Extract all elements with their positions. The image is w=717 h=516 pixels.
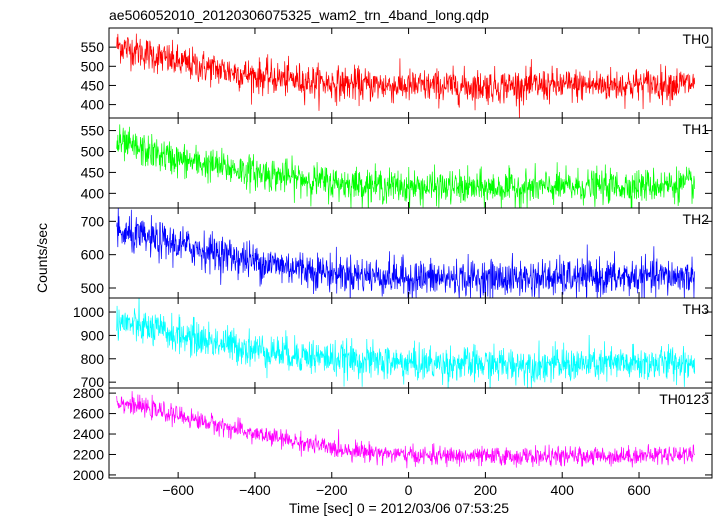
x-tick-label: 0 xyxy=(405,482,413,498)
chart-title: ae506052010_20120306075325_wam2_trn_4ban… xyxy=(109,7,489,23)
series-line-th1 xyxy=(116,124,696,208)
x-tick-label: −600 xyxy=(162,482,194,498)
x-tick-label: −200 xyxy=(316,482,348,498)
y-tick-label: 700 xyxy=(81,213,105,229)
y-tick-label: 2000 xyxy=(73,467,104,483)
panel-frame xyxy=(108,27,713,119)
y-tick-label: 550 xyxy=(81,39,105,55)
panel-th0123: 2000 2200 2400 2600 2800 TH0123 xyxy=(73,385,713,483)
x-tick-label: −400 xyxy=(239,482,271,498)
x-axis-label: Time [sec] 0 = 2012/03/06 07:53:25 xyxy=(289,500,509,516)
series-line-th3 xyxy=(116,298,696,388)
panel-label-th0123: TH0123 xyxy=(659,391,709,407)
y-tick-label: 400 xyxy=(81,97,105,113)
series-line-th2 xyxy=(116,208,696,298)
y-tick-label: 800 xyxy=(81,351,105,367)
panel-label-th1: TH1 xyxy=(683,121,710,137)
y-tick-label: 1000 xyxy=(73,304,104,320)
y-tick-label: 400 xyxy=(81,185,105,201)
panel-th3: 700 800 900 1000 TH3 xyxy=(73,297,713,390)
panel-label-th2: TH2 xyxy=(683,211,710,227)
x-tick-label: 200 xyxy=(474,482,498,498)
y-tick-label: 2200 xyxy=(73,446,104,462)
x-tick-label: 400 xyxy=(551,482,575,498)
y-tick-label: 500 xyxy=(81,143,105,159)
panel-label-th3: TH3 xyxy=(683,301,710,317)
y-tick-label: 450 xyxy=(81,77,105,93)
panel-th0: 400 450 500 550 TH0 xyxy=(81,27,713,119)
y-tick-label: 450 xyxy=(81,164,105,180)
y-tick-label: 500 xyxy=(81,280,105,296)
series-line-th0 xyxy=(116,33,696,118)
y-tick-label: 700 xyxy=(81,374,105,390)
panel-th2: 500 600 700 TH2 xyxy=(81,207,713,299)
y-tick-label: 900 xyxy=(81,327,105,343)
y-tick-label: 2400 xyxy=(73,426,104,442)
x-tick-label: 600 xyxy=(627,482,651,498)
y-tick-label: 550 xyxy=(81,123,105,139)
panel-frame xyxy=(108,387,713,479)
panel-label-th0: TH0 xyxy=(683,31,710,47)
panel-th1: 400 450 500 550 TH1 xyxy=(81,117,713,209)
series-line-th0123 xyxy=(116,391,696,469)
y-tick-label: 600 xyxy=(81,247,105,263)
y-tick-label: 2800 xyxy=(73,385,104,401)
panels-group: 400 450 500 550 TH0 400 450 500 550 TH1 500 600 700 T… xyxy=(73,27,713,498)
y-tick-label: 500 xyxy=(81,58,105,74)
y-tick-label: 2600 xyxy=(73,406,104,422)
y-axis-label: Counts/sec xyxy=(34,223,50,293)
